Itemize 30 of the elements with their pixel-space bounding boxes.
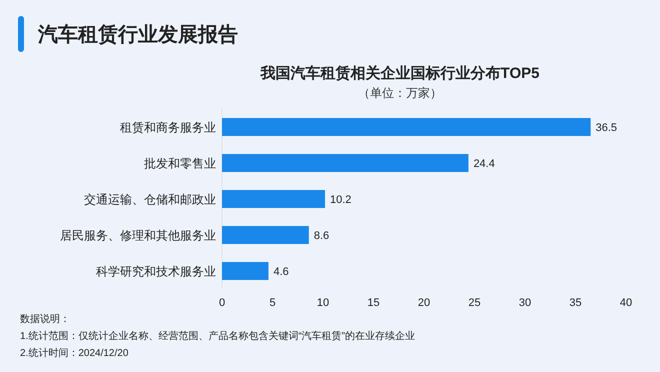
text: 1.统计范围：仅统计企业名称、经营范围、产品名称包含关键词“汽车租赁”的在业存续企业 [20,330,415,342]
x-tick-label: 0 [218,297,226,309]
y-tick-label: 交通运输、仓储和邮政业 [84,192,216,206]
y-tick-label: 租赁和商务服务业 [120,120,216,134]
x-tick-label: 30 [518,297,532,309]
data-label: 4.6 [273,266,289,278]
bar [222,118,591,136]
text: 2.统计时间：2024/12/20 [20,347,129,359]
bar [222,190,326,208]
y-tick-label: 批发和零售业 [144,156,216,170]
x-tick-label: 15 [367,297,380,309]
chart-subtitle: （单位：万家） [358,86,442,100]
x-tick-label: 40 [620,297,632,309]
bar [222,262,268,280]
x-tick-label: 10 [316,297,330,309]
x-tick-label: 25 [468,297,481,309]
bar [222,154,468,172]
y-tick-label: 居民服务、修理和其他服务业 [60,228,216,242]
x-tick-label: 5 [269,297,276,309]
data-label: 8.6 [314,230,330,242]
data-label: 10.2 [330,194,352,206]
text: 汽车租赁行业发展报告 [37,23,238,46]
chart-title: 我国汽车租赁相关企业国标行业分布TOP5 [260,64,540,82]
bar [222,226,309,244]
text: 数据说明： [20,313,70,325]
data-label: 36.5 [596,122,618,134]
x-tick-label: 35 [569,297,582,309]
data-label: 24.4 [473,158,495,170]
y-tick-label: 科学研究和技术服务业 [96,264,216,278]
x-tick-label: 20 [418,297,430,309]
